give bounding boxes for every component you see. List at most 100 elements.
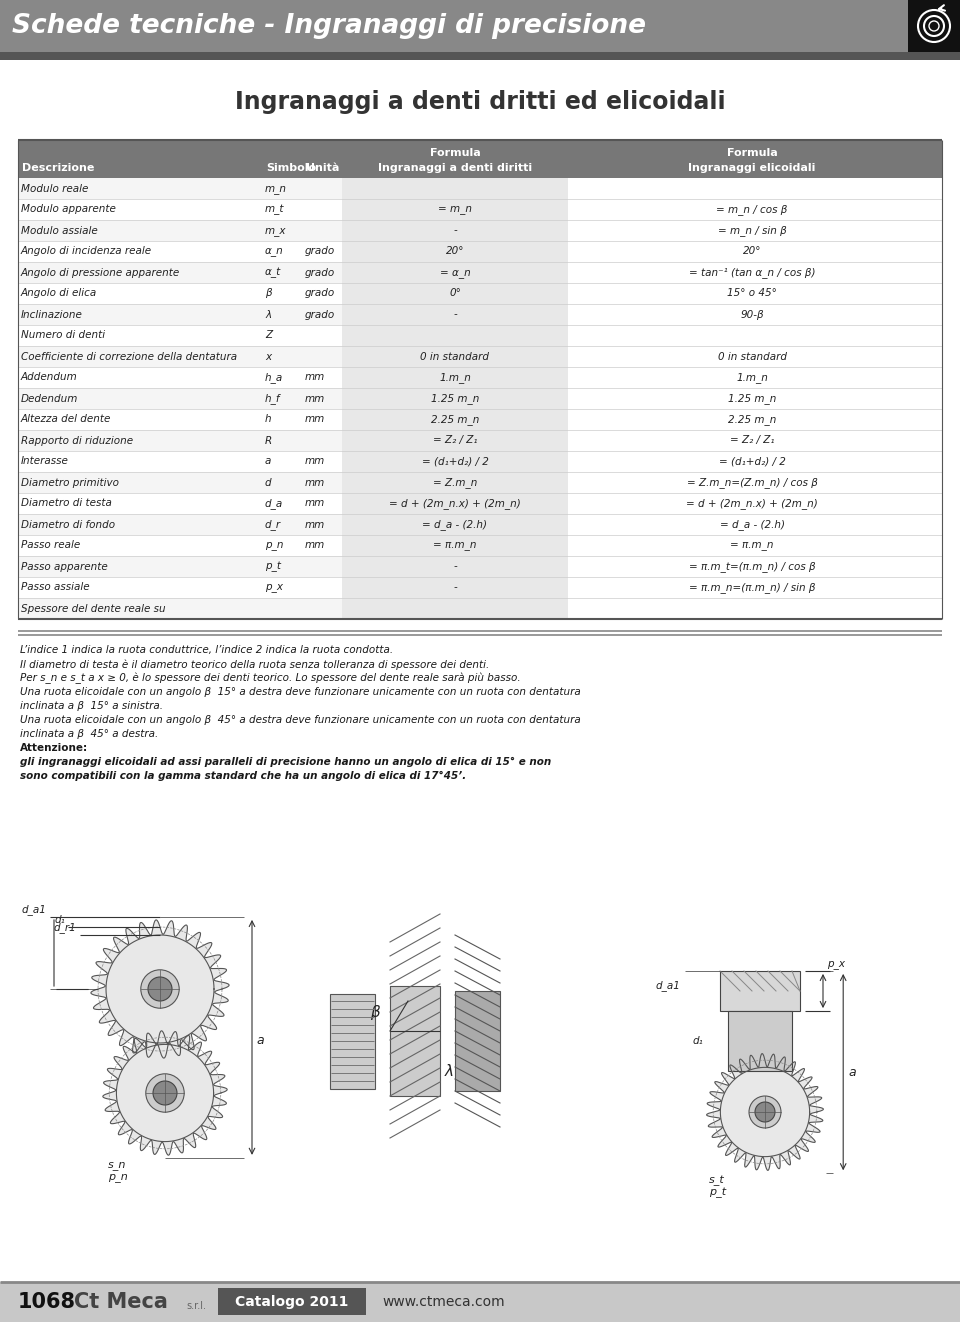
Text: inclinata a β  15° a sinistra.: inclinata a β 15° a sinistra. (20, 701, 163, 711)
Circle shape (148, 977, 172, 1001)
Bar (330, 994, 375, 1088)
Bar (18, 576, 342, 598)
Text: = m_n / sin β: = m_n / sin β (718, 225, 786, 235)
Text: = d + (2m_n.x) + (2m_n): = d + (2m_n.x) + (2m_n) (686, 498, 818, 509)
Text: = Z.m_n: = Z.m_n (433, 477, 477, 488)
Polygon shape (91, 920, 229, 1058)
Bar (908, 0, 960, 52)
Bar (568, 408, 936, 430)
Text: 1.m_n: 1.m_n (736, 371, 768, 383)
Text: sono compatibili con la gamma standard che ha un angolo di elica di 17°45’.: sono compatibili con la gamma standard c… (20, 771, 467, 781)
Text: = Z₂ / Z₁: = Z₂ / Z₁ (730, 435, 775, 446)
Bar (18, 557, 342, 576)
Polygon shape (707, 1054, 824, 1170)
Bar (18, 493, 342, 514)
Text: d_a: d_a (265, 498, 283, 509)
Bar (568, 472, 936, 493)
Text: = Z₂ / Z₁: = Z₂ / Z₁ (433, 435, 477, 446)
Text: β: β (265, 288, 272, 299)
Bar (568, 325, 936, 346)
Circle shape (146, 1073, 184, 1112)
Text: m_x: m_x (265, 226, 286, 235)
Bar (568, 430, 936, 451)
Circle shape (141, 970, 180, 1009)
Text: Ingranaggi elicoidali: Ingranaggi elicoidali (688, 163, 816, 173)
Text: Numero di denti: Numero di denti (21, 330, 106, 341)
Text: 20°: 20° (445, 246, 465, 256)
Text: Passo apparente: Passo apparente (21, 562, 108, 571)
Text: Il diametro di testa è il diametro teorico della ruota senza tolleranza di spess: Il diametro di testa è il diametro teori… (20, 658, 490, 669)
Text: L’indice 1 indica la ruota conduttrice, l’indice 2 indica la ruota condotta.: L’indice 1 indica la ruota conduttrice, … (20, 645, 394, 654)
Text: h: h (265, 415, 272, 424)
Text: m_t: m_t (265, 205, 284, 214)
Text: Coefficiente di correzione della dentatura: Coefficiente di correzione della dentatu… (21, 352, 237, 361)
Text: s_n: s_n (108, 1159, 127, 1170)
Text: 1.m_n: 1.m_n (439, 371, 471, 383)
Text: p_n: p_n (108, 1171, 128, 1182)
Text: α_t: α_t (265, 267, 281, 278)
Bar (568, 304, 936, 325)
Circle shape (153, 1081, 177, 1105)
Bar (342, 178, 568, 619)
Text: Ingranaggi a denti dritti ed elicoidali: Ingranaggi a denti dritti ed elicoidali (234, 90, 726, 114)
Bar (568, 346, 936, 368)
Bar (568, 557, 936, 576)
Bar (18, 387, 342, 408)
Text: = d_a - (2.h): = d_a - (2.h) (422, 520, 488, 530)
Text: Spessore del dente reale su: Spessore del dente reale su (21, 604, 166, 613)
Text: = π.m_n: = π.m_n (433, 541, 477, 550)
Bar (18, 451, 342, 472)
Bar (0, 52, 960, 59)
Text: λ: λ (445, 1063, 454, 1079)
Text: = π.m_t=(π.m_n) / cos β: = π.m_t=(π.m_n) / cos β (688, 561, 815, 572)
Text: Angolo di pressione apparente: Angolo di pressione apparente (21, 267, 180, 278)
Text: Ingranaggi a denti diritti: Ingranaggi a denti diritti (378, 163, 532, 173)
Bar (18, 325, 342, 346)
Text: = (d₁+d₂) / 2: = (d₁+d₂) / 2 (719, 456, 785, 467)
Bar (455, 992, 500, 1091)
Text: λ: λ (265, 309, 271, 320)
Text: grado: grado (305, 288, 335, 299)
Text: d_r1: d_r1 (53, 921, 76, 933)
Text: Schede tecniche - Ingranaggi di precisione: Schede tecniche - Ingranaggi di precisio… (12, 13, 646, 40)
Text: x: x (265, 352, 271, 361)
Bar (568, 535, 936, 557)
Text: p_n: p_n (265, 541, 283, 550)
Text: Diametro di fondo: Diametro di fondo (21, 520, 115, 530)
Bar (18, 283, 342, 304)
Text: = π.m_n=(π.m_n) / sin β: = π.m_n=(π.m_n) / sin β (688, 582, 815, 594)
Bar (218, 1288, 366, 1315)
Text: 0°: 0° (449, 288, 461, 299)
Text: mm: mm (305, 415, 325, 424)
Text: Angolo di incidenza reale: Angolo di incidenza reale (21, 246, 152, 256)
Text: Altezza del dente: Altezza del dente (21, 415, 111, 424)
Text: www.ctmeca.com: www.ctmeca.com (382, 1296, 505, 1309)
Bar (18, 241, 342, 262)
Bar (728, 1011, 792, 1071)
Bar (18, 535, 342, 557)
Bar (18, 262, 342, 283)
Text: grado: grado (305, 267, 335, 278)
Text: gli ingranaggi elicoidali ad assi paralleli di precisione hanno un angolo di eli: gli ingranaggi elicoidali ad assi parall… (20, 758, 551, 767)
Text: = d_a - (2.h): = d_a - (2.h) (719, 520, 784, 530)
Bar (568, 178, 936, 200)
Text: Unità: Unità (306, 163, 340, 173)
Bar (18, 304, 342, 325)
Bar (568, 387, 936, 408)
Text: a: a (265, 456, 272, 467)
Text: Simbolo: Simbolo (266, 163, 316, 173)
Text: grado: grado (305, 309, 335, 320)
Text: β: β (371, 1006, 380, 1021)
Text: 0 in standard: 0 in standard (717, 352, 786, 361)
Text: = (d₁+d₂) / 2: = (d₁+d₂) / 2 (421, 456, 489, 467)
Text: 20°: 20° (743, 246, 761, 256)
Text: = d + (2m_n.x) + (2m_n): = d + (2m_n.x) + (2m_n) (389, 498, 521, 509)
Bar (18, 598, 342, 619)
Bar (18, 346, 342, 368)
Bar (568, 219, 936, 241)
Text: Modulo reale: Modulo reale (21, 184, 88, 193)
Text: -: - (453, 562, 457, 571)
Text: Formula: Formula (430, 148, 480, 159)
Bar (0, 0, 960, 52)
Bar (390, 986, 440, 1096)
